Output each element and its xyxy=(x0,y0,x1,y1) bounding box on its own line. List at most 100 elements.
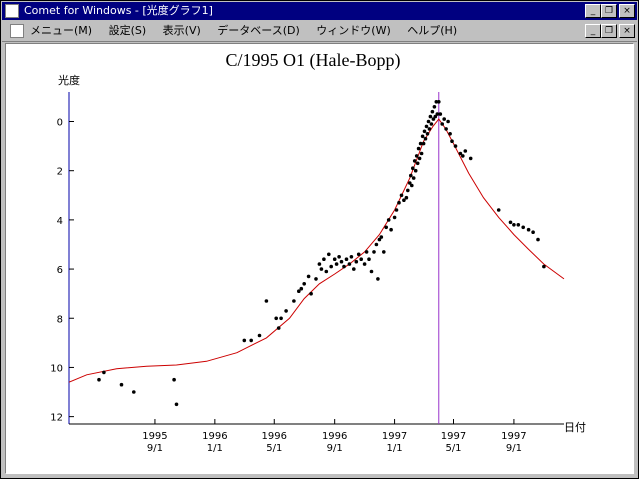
doc-restore-button[interactable]: ❐ xyxy=(601,24,617,38)
observation-point xyxy=(418,141,423,146)
observation-point xyxy=(332,257,337,261)
observation-point xyxy=(337,255,341,259)
menu-item-view[interactable]: 表示(V) xyxy=(162,24,201,37)
observation-point xyxy=(317,262,322,266)
menu-item-menu[interactable]: メニュー(M) xyxy=(30,24,93,37)
observation-point xyxy=(372,250,376,254)
observation-point xyxy=(279,316,283,321)
chart-title: C/1995 O1 (Hale-Bopp) xyxy=(226,50,401,71)
x-tick-year: 1997 xyxy=(382,431,407,442)
observation-point xyxy=(463,149,468,153)
observation-point xyxy=(424,124,429,129)
menu-item-database[interactable]: データベース(D) xyxy=(217,24,300,37)
observation-point xyxy=(415,161,420,166)
observation-point xyxy=(508,220,513,225)
observation-point xyxy=(399,193,404,198)
x-tick-year: 1996 xyxy=(262,431,287,442)
y-tick-label: 2 xyxy=(57,167,63,178)
observation-point xyxy=(453,144,458,148)
observation-point xyxy=(417,156,422,161)
observation-point xyxy=(411,166,415,170)
restore-button[interactable]: ❐ xyxy=(601,4,617,18)
observation-point xyxy=(364,250,369,254)
observation-point xyxy=(450,139,454,143)
app-icon[interactable] xyxy=(5,4,19,18)
observation-point xyxy=(174,402,179,407)
menu-item-window[interactable]: ウィンドウ(W) xyxy=(316,24,391,37)
observation-point xyxy=(425,132,430,136)
observation-point xyxy=(397,200,401,205)
observation-point xyxy=(437,100,441,104)
menu-item-settings[interactable]: 設定(S) xyxy=(108,24,147,37)
observation-point xyxy=(359,257,364,261)
y-tick-label: 12 xyxy=(50,413,63,424)
observation-point xyxy=(526,227,531,232)
observation-point xyxy=(339,259,344,264)
x-tick-year: 1997 xyxy=(441,431,466,442)
observation-point xyxy=(468,156,473,161)
observation-point xyxy=(324,269,329,274)
observation-point xyxy=(349,255,354,259)
window-title: Comet for Windows - [光度グラフ1] xyxy=(24,4,213,17)
observation-point xyxy=(362,262,367,266)
observation-point xyxy=(257,333,262,338)
observation-point xyxy=(435,112,440,116)
y-tick-label: 4 xyxy=(57,216,63,227)
observation-point xyxy=(322,257,326,261)
doc-minimize-button[interactable]: _ xyxy=(585,24,601,38)
x-tick-date: 5/1 xyxy=(445,443,461,454)
observation-point xyxy=(426,119,431,124)
close-button[interactable]: × xyxy=(619,4,635,18)
observation-point xyxy=(386,218,391,222)
x-tick-year: 1997 xyxy=(501,431,526,442)
y-axis-label: 光度 xyxy=(58,73,80,87)
y-tick-label: 0 xyxy=(57,118,63,129)
observation-point xyxy=(419,151,424,156)
observation-point xyxy=(354,259,359,264)
observation-point xyxy=(352,267,356,271)
observation-point xyxy=(531,230,535,234)
observation-point xyxy=(377,237,382,242)
observation-point xyxy=(347,262,352,266)
x-tick-year: 1995 xyxy=(142,431,167,442)
x-tick-date: 1/1 xyxy=(207,443,223,454)
observation-point xyxy=(414,154,419,158)
observation-point xyxy=(458,151,463,156)
observation-point xyxy=(410,183,414,188)
menu-bar: メニュー(M) 設定(S) 表示(V) データベース(D) ウィンドウ(W) ヘ… xyxy=(2,21,637,42)
observation-point xyxy=(327,252,331,257)
menu-item-help[interactable]: ヘルプ(H) xyxy=(407,24,458,37)
y-tick-label: 10 xyxy=(50,363,63,374)
observation-point xyxy=(379,235,384,239)
observation-point xyxy=(521,225,525,230)
observation-point xyxy=(440,122,445,126)
observation-point xyxy=(422,129,427,134)
observation-point xyxy=(344,257,349,261)
doc-close-button[interactable]: × xyxy=(619,24,635,38)
observation-point xyxy=(306,274,311,279)
minimize-button[interactable]: _ xyxy=(585,4,601,18)
y-tick-label: 8 xyxy=(57,314,63,325)
observation-point xyxy=(461,154,465,158)
observation-point xyxy=(119,382,124,387)
observation-point xyxy=(516,223,521,227)
observation-point xyxy=(512,223,516,227)
observation-point xyxy=(428,114,433,119)
observation-point xyxy=(427,127,432,131)
observation-point xyxy=(299,286,304,291)
model-curve xyxy=(68,118,565,383)
observation-point xyxy=(356,252,361,257)
title-bar[interactable]: Comet for Windows - [光度グラフ1] _ ❐ × xyxy=(2,2,637,20)
observation-point xyxy=(442,117,447,121)
x-tick-date: 9/1 xyxy=(327,443,343,454)
document-icon[interactable] xyxy=(10,24,24,38)
x-tick-date: 5/1 xyxy=(266,443,282,454)
observation-point xyxy=(102,370,106,375)
observation-point xyxy=(284,309,288,313)
observation-point xyxy=(542,264,546,269)
observation-point xyxy=(172,377,176,382)
x-tick-year: 1996 xyxy=(322,431,347,442)
observation-point xyxy=(413,168,418,173)
graph-area: C/1995 O1 (Hale-Bopp) 光度 日付 0 2 4 6 8 10 12 199… xyxy=(5,43,634,474)
